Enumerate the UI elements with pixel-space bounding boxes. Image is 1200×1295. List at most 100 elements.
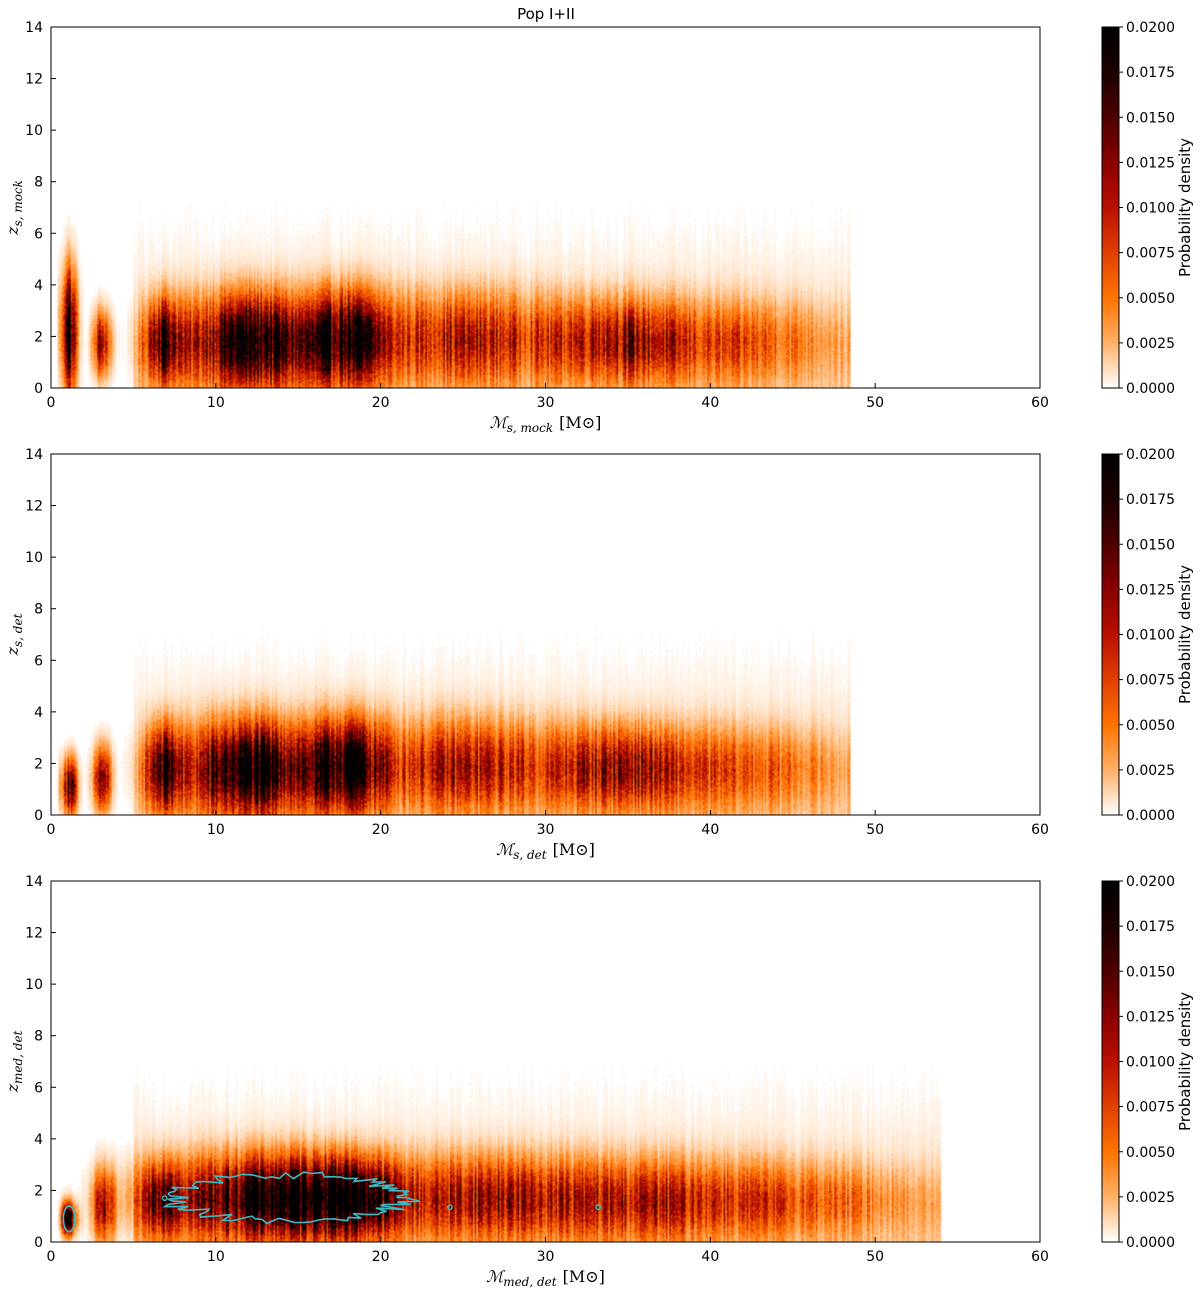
contour-island — [595, 1204, 602, 1211]
colorbar-tick-label: 0.0150 — [1126, 964, 1175, 980]
y-axis-label: zs, mock — [3, 180, 25, 236]
x-tick-label: 10 — [207, 822, 225, 838]
x-tick-label: 30 — [537, 395, 555, 411]
x-tick-label: 0 — [47, 822, 56, 838]
y-tick-label: 12 — [25, 72, 43, 88]
x-tick-label: 0 — [47, 1249, 56, 1265]
y-tick-label: 8 — [34, 602, 43, 618]
colorbar-tick-label: 0.0075 — [1126, 673, 1175, 689]
colorbar: 0.0000 0.0025 0.0050 0.0075 0.0100 0.0125 0.01… — [1101, 874, 1194, 1251]
y-tick-label: 0 — [34, 808, 43, 824]
colorbar: 0.0000 0.0025 0.0050 0.0075 0.0100 0.0125 0.01… — [1101, 20, 1194, 397]
contour-island — [161, 1195, 168, 1202]
y-tick-label: 8 — [34, 175, 43, 191]
y-tick-label: 2 — [34, 329, 43, 345]
y-tick-label: 6 — [34, 653, 43, 669]
colorbar-gradient — [1101, 453, 1120, 816]
colorbar-tick-label: 0.0200 — [1126, 20, 1175, 36]
colorbar-tick-label: 0.0175 — [1126, 492, 1175, 508]
y-tick-label: 10 — [25, 123, 43, 139]
y-tick-label: 4 — [34, 705, 43, 721]
x-tick-label: 60 — [1031, 822, 1049, 838]
y-tick-label: 10 — [25, 550, 43, 566]
y-tick-label: 12 — [25, 499, 43, 515]
x-tick-label: 60 — [1031, 395, 1049, 411]
y-tick-label: 6 — [34, 226, 43, 242]
x-tick-label: 0 — [47, 395, 56, 411]
colorbar-tick-label: 0.0100 — [1126, 628, 1175, 644]
y-axis-label: zs, det — [3, 613, 25, 656]
figure-title: Pop I+II — [517, 5, 575, 23]
y-tick-label: 2 — [34, 756, 43, 772]
x-axis-label: ℳmed, det [M⊙] — [486, 1267, 605, 1289]
colorbar-label: Probability density — [1176, 138, 1194, 277]
x-tick-label: 40 — [701, 822, 719, 838]
y-tick-label: 0 — [34, 381, 43, 397]
x-tick-label: 30 — [537, 1249, 555, 1265]
x-tick-label: 20 — [372, 395, 390, 411]
x-tick-label: 30 — [537, 822, 555, 838]
x-tick-label: 60 — [1031, 1249, 1049, 1265]
colorbar-tick-label: 0.0175 — [1126, 65, 1175, 81]
y-tick-label: 2 — [34, 1183, 43, 1199]
y-axis-label: zmed, det — [3, 1030, 25, 1093]
y-tick-label: 6 — [34, 1080, 43, 1096]
x-tick-label: 50 — [866, 1249, 884, 1265]
colorbar-tick-label: 0.0000 — [1126, 1235, 1175, 1251]
colorbar-tick-label: 0.0200 — [1126, 874, 1175, 890]
colorbar-tick-label: 0.0025 — [1126, 336, 1175, 352]
panel-1: 0 10 20 30 40 50 60 0 2 4 6 8 10 12 14 ℳs, mock [M⊙] zs, … — [3, 20, 1194, 435]
panel-2: 0 10 20 30 40 50 60 0 2 4 6 8 10 12 14 ℳs, det [M⊙] zs, d… — [3, 447, 1194, 862]
colorbar-tick-label: 0.0000 — [1126, 381, 1175, 397]
contour-low-mass — [62, 1205, 76, 1233]
colorbar-tick-label: 0.0125 — [1126, 582, 1175, 598]
colorbar-tick-label: 0.0025 — [1126, 763, 1175, 779]
colorbar-label: Probability density — [1176, 565, 1194, 704]
colorbar-gradient — [1101, 26, 1120, 389]
panel-3: 0 10 20 30 40 50 60 0 2 4 6 8 10 12 14 ℳmed, det [M⊙] zme… — [3, 874, 1194, 1289]
x-tick-label: 50 — [866, 822, 884, 838]
y-tick-label: 14 — [25, 20, 43, 36]
y-tick-label: 8 — [34, 1029, 43, 1045]
heatmap-image — [51, 454, 1040, 815]
y-tick-label: 14 — [25, 447, 43, 463]
colorbar-label: Probability density — [1176, 992, 1194, 1131]
colorbar-tick-label: 0.0125 — [1126, 155, 1175, 171]
y-tick-label: 4 — [34, 278, 43, 294]
colorbar-gradient — [1101, 880, 1120, 1243]
heatmap-image — [51, 27, 1040, 388]
colorbar: 0.0000 0.0025 0.0050 0.0075 0.0100 0.0125 0.01… — [1101, 447, 1194, 824]
y-tick-label: 12 — [25, 926, 43, 942]
x-tick-label: 20 — [372, 1249, 390, 1265]
y-tick-label: 14 — [25, 874, 43, 890]
colorbar-tick-label: 0.0050 — [1126, 291, 1175, 307]
colorbar-tick-label: 0.0200 — [1126, 447, 1175, 463]
x-tick-label: 10 — [207, 395, 225, 411]
contour-lines — [62, 1171, 602, 1233]
colorbar-tick-label: 0.0100 — [1126, 201, 1175, 217]
x-tick-label: 20 — [372, 822, 390, 838]
x-axis-label: ℳs, mock [M⊙] — [490, 413, 602, 435]
y-tick-label: 10 — [25, 977, 43, 993]
colorbar-tick-label: 0.0150 — [1126, 110, 1175, 126]
colorbar-tick-label: 0.0075 — [1126, 246, 1175, 262]
colorbar-tick-label: 0.0175 — [1126, 919, 1175, 935]
y-tick-label: 0 — [34, 1235, 43, 1251]
y-tick-label: 4 — [34, 1132, 43, 1148]
colorbar-tick-label: 0.0150 — [1126, 537, 1175, 553]
x-axis-label: ℳs, det [M⊙] — [496, 840, 595, 862]
colorbar-tick-label: 0.0100 — [1126, 1055, 1175, 1071]
colorbar-tick-label: 0.0050 — [1126, 1145, 1175, 1161]
x-tick-label: 50 — [866, 395, 884, 411]
x-tick-label: 10 — [207, 1249, 225, 1265]
x-tick-label: 40 — [701, 1249, 719, 1265]
colorbar-tick-label: 0.0075 — [1126, 1100, 1175, 1116]
colorbar-tick-label: 0.0125 — [1126, 1009, 1175, 1025]
x-tick-label: 40 — [701, 395, 719, 411]
contour-main — [162, 1171, 420, 1225]
contour-island — [446, 1204, 453, 1211]
colorbar-tick-label: 0.0025 — [1126, 1190, 1175, 1206]
colorbar-tick-label: 0.0000 — [1126, 808, 1175, 824]
